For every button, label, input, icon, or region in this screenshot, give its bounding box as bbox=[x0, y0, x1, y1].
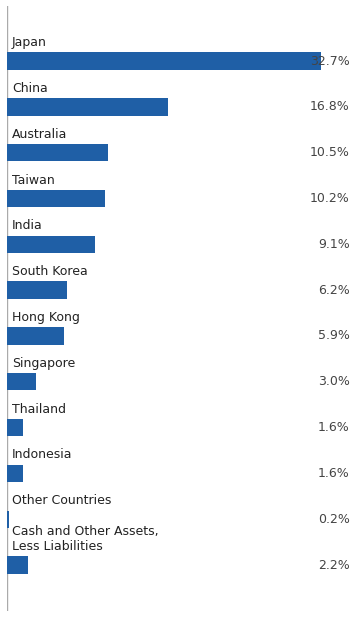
Text: 5.9%: 5.9% bbox=[318, 329, 350, 342]
Text: India: India bbox=[12, 220, 43, 233]
Text: China: China bbox=[12, 82, 48, 95]
Bar bbox=[7, 190, 105, 207]
Text: Taiwan: Taiwan bbox=[12, 173, 55, 187]
Text: South Korea: South Korea bbox=[12, 265, 88, 278]
Text: 0.2%: 0.2% bbox=[318, 513, 350, 526]
Bar bbox=[7, 510, 9, 528]
Text: 2.2%: 2.2% bbox=[318, 558, 350, 571]
Bar bbox=[7, 465, 23, 482]
Text: 10.5%: 10.5% bbox=[310, 146, 350, 159]
Bar bbox=[7, 52, 321, 70]
Bar bbox=[7, 98, 168, 115]
Text: Japan: Japan bbox=[12, 36, 47, 49]
Text: 6.2%: 6.2% bbox=[318, 284, 350, 297]
Text: 9.1%: 9.1% bbox=[318, 238, 350, 251]
Text: 3.0%: 3.0% bbox=[318, 375, 350, 388]
Bar bbox=[7, 281, 67, 299]
Text: 1.6%: 1.6% bbox=[318, 467, 350, 480]
Text: 32.7%: 32.7% bbox=[310, 55, 350, 68]
Text: 1.6%: 1.6% bbox=[318, 421, 350, 434]
Bar bbox=[7, 557, 28, 574]
Bar bbox=[7, 327, 64, 345]
Bar bbox=[7, 144, 108, 162]
Bar bbox=[7, 236, 95, 253]
Text: Indonesia: Indonesia bbox=[12, 449, 72, 462]
Text: 16.8%: 16.8% bbox=[310, 101, 350, 114]
Text: Cash and Other Assets,
Less Liabilities: Cash and Other Assets, Less Liabilities bbox=[12, 525, 159, 553]
Bar bbox=[7, 373, 36, 391]
Text: Thailand: Thailand bbox=[12, 403, 66, 416]
Bar bbox=[7, 419, 23, 436]
Text: Singapore: Singapore bbox=[12, 357, 75, 370]
Text: Hong Kong: Hong Kong bbox=[12, 311, 80, 324]
Text: Australia: Australia bbox=[12, 128, 67, 141]
Text: 10.2%: 10.2% bbox=[310, 192, 350, 205]
Text: Other Countries: Other Countries bbox=[12, 494, 111, 507]
